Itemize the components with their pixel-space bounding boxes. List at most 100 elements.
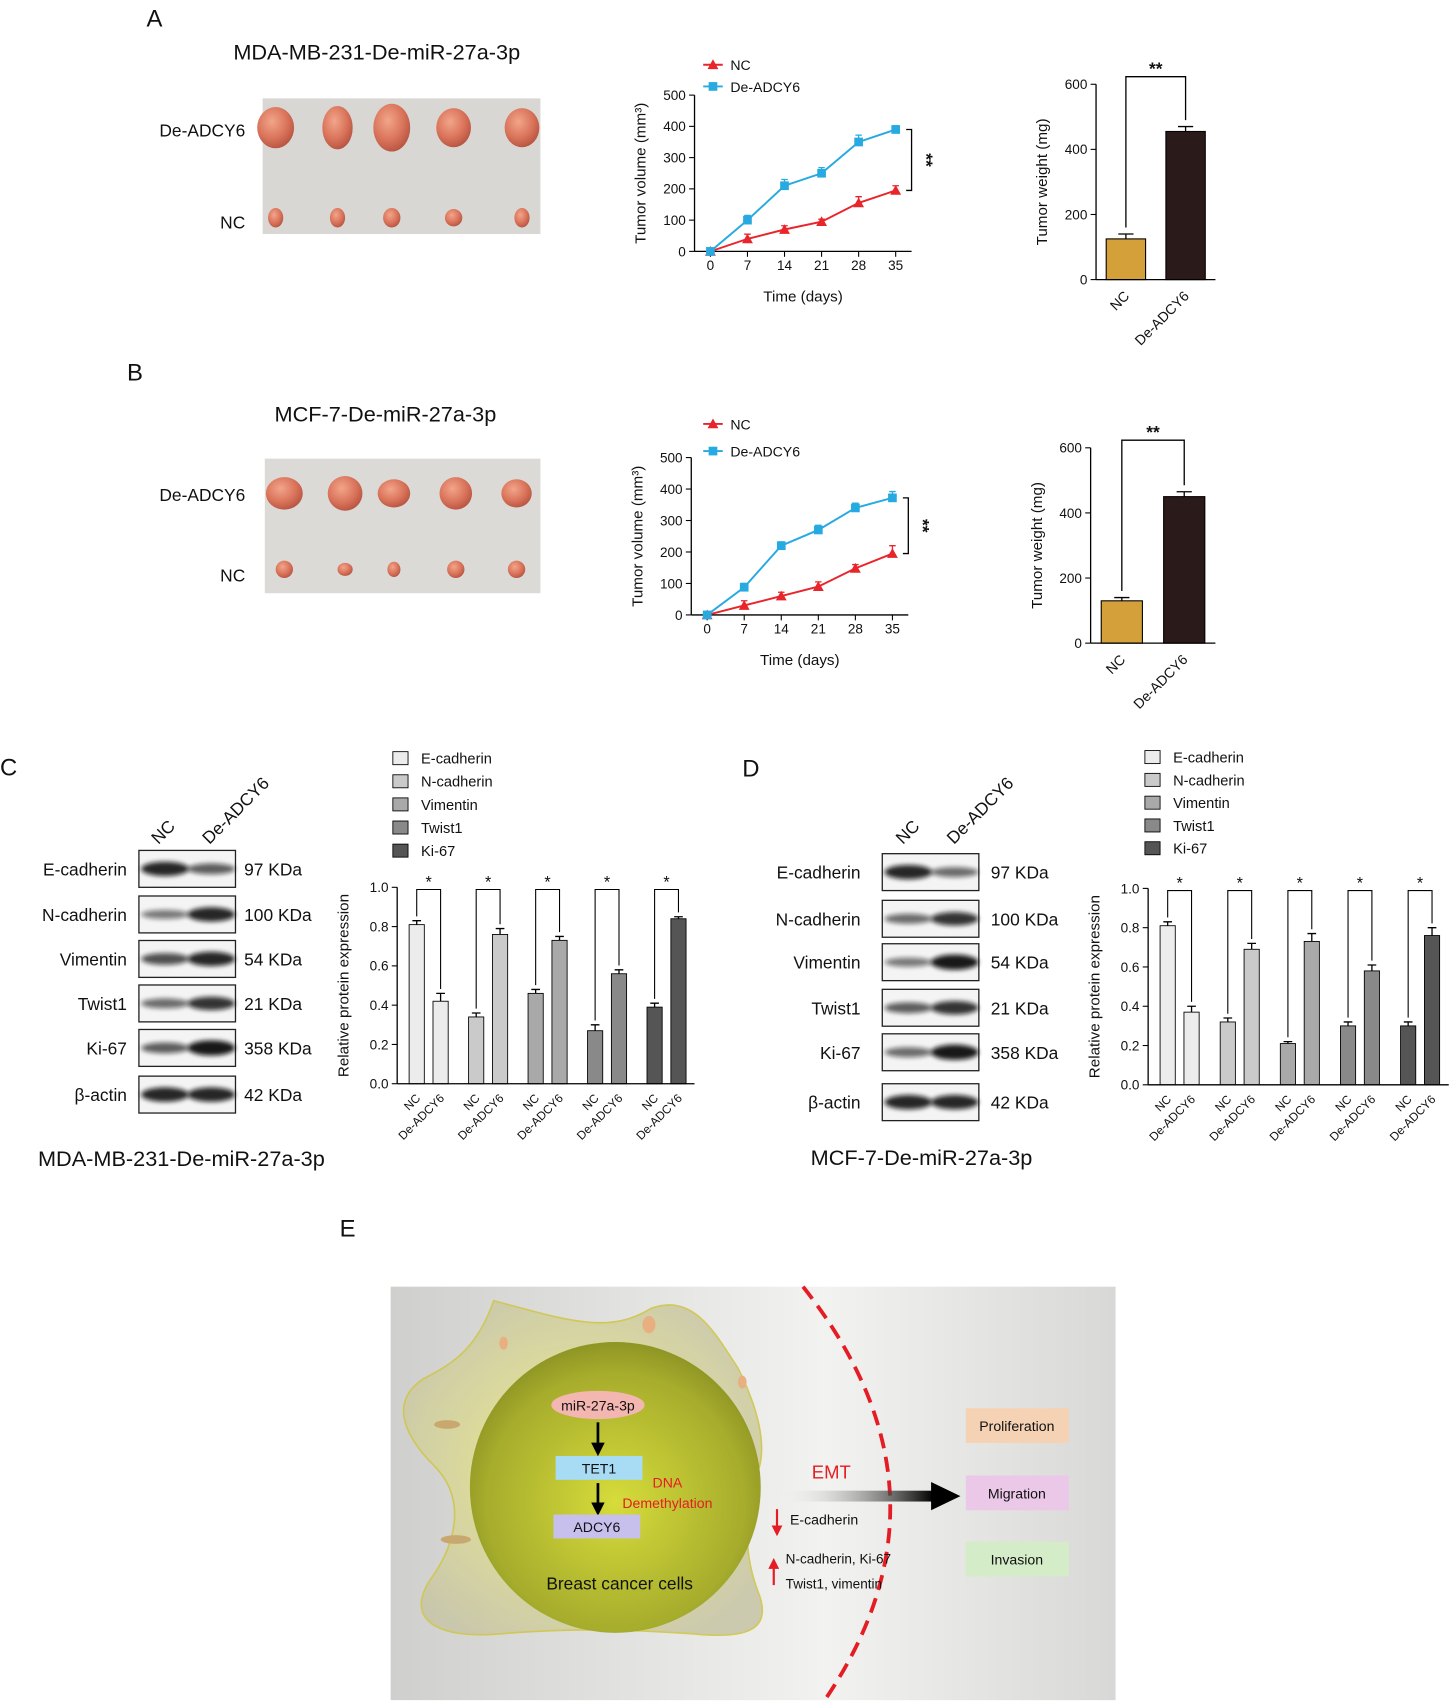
- bar: [551, 939, 568, 1085]
- tumor: [337, 562, 353, 576]
- line: [710, 189, 897, 253]
- tumor: [439, 477, 473, 510]
- outcome-box: [965, 1475, 1069, 1511]
- protein-label: N-cadherin: [42, 905, 127, 925]
- error-bar: [1427, 927, 1437, 936]
- blot-caption: MCF-7-De-miR-27a-3p: [811, 1145, 1033, 1170]
- legend-label: Twist1: [1173, 819, 1215, 835]
- legend-label: Twist1: [421, 821, 463, 837]
- significance-label: *: [663, 873, 670, 891]
- line: [706, 496, 893, 616]
- y-tick-label: 100: [663, 213, 686, 228]
- legend-label: De-ADCY6: [730, 443, 800, 459]
- tumor: [268, 207, 284, 228]
- x-tick-label: 7: [740, 621, 748, 636]
- significance-label: **: [1149, 58, 1163, 78]
- node-label: TET1: [582, 1460, 617, 1476]
- organelle: [440, 1535, 471, 1544]
- significance-bracket: [1167, 890, 1193, 1002]
- blot-band: [187, 996, 236, 1011]
- x-tick-label: De-ADCY6: [1146, 1092, 1198, 1144]
- blot-band: [884, 913, 933, 924]
- western-blot: E-cadherin 97 KDa N-cadherin 100 KDa Vimenti…: [42, 773, 312, 1114]
- y-tick-label: 0.2: [370, 1037, 389, 1052]
- legend-label: Ki-67: [1173, 842, 1207, 858]
- outcome-label: Migration: [988, 1485, 1046, 1501]
- significance-bracket: [906, 128, 913, 192]
- bar: [1424, 935, 1441, 1086]
- marker: [707, 418, 719, 429]
- x-tick-label: De-ADCY6: [1131, 288, 1192, 349]
- row-label: NC: [220, 213, 245, 233]
- legend-swatch: [1144, 841, 1161, 856]
- y-tick-label: 0.4: [370, 998, 389, 1013]
- marker: [780, 181, 789, 191]
- y-axis-label: Relative protein expression: [1086, 895, 1103, 1078]
- y-tick-label: 0.8: [1121, 921, 1140, 936]
- tumor: [387, 561, 401, 577]
- significance-bracket: [1121, 439, 1185, 592]
- panel-label: B: [127, 360, 143, 387]
- error-bar: [650, 1002, 659, 1008]
- x-tick-label: De-ADCY6: [1267, 1092, 1319, 1144]
- protein-label: N-cadherin: [776, 909, 861, 929]
- marker: [849, 562, 861, 573]
- x-tick-label: De-ADCY6: [514, 1091, 566, 1143]
- protein-label: Ki-67: [86, 1038, 127, 1058]
- tumor: [377, 479, 411, 508]
- y-axis-label: Tumor volume (mm³): [633, 103, 650, 244]
- line: [709, 128, 897, 253]
- size-label: 97 KDa: [244, 859, 302, 879]
- protein-label: E-cadherin: [777, 863, 861, 883]
- y-tick-label: 0.2: [1121, 1038, 1140, 1053]
- y-tick-label: 300: [663, 151, 686, 166]
- marker: [708, 446, 718, 456]
- tumor: [507, 560, 526, 579]
- bar: [408, 924, 425, 1085]
- significance-label: *: [1237, 874, 1244, 892]
- tumor: [504, 108, 540, 148]
- blot-band: [930, 1044, 979, 1060]
- blot-band: [930, 1001, 979, 1015]
- error-bar: [495, 927, 505, 935]
- x-tick-label: De-ADCY6: [1207, 1092, 1259, 1144]
- line: [706, 552, 893, 616]
- panel-label: D: [742, 756, 759, 783]
- tumor: [447, 560, 465, 579]
- y-tick-label: 200: [663, 182, 686, 197]
- bar: [587, 1030, 604, 1085]
- bar: [1183, 1011, 1200, 1086]
- x-tick-label: De-ADCY6: [395, 1091, 447, 1143]
- marker: [817, 168, 826, 178]
- blot-band: [930, 867, 979, 878]
- error-bar: [1343, 1021, 1353, 1026]
- tumor-photo: [264, 458, 541, 594]
- arrow: [775, 1490, 934, 1502]
- legend-swatch: [1144, 795, 1161, 810]
- x-tick-label: 35: [888, 258, 903, 273]
- outcome-label: Proliferation: [979, 1418, 1054, 1434]
- legend-swatch: [392, 843, 409, 858]
- size-label: 21 KDa: [244, 994, 302, 1014]
- legend-swatch: [392, 820, 409, 835]
- y-tick-label: 1.0: [370, 880, 389, 895]
- error-bar: [471, 1012, 481, 1017]
- marker: [854, 137, 863, 147]
- protein-label: β-actin: [75, 1085, 127, 1105]
- y-tick-label: 100: [660, 576, 683, 591]
- marker: [812, 581, 824, 591]
- x-axis-label: Time (days): [760, 652, 840, 669]
- blot-band: [884, 1002, 933, 1014]
- significance-bracket: [654, 888, 680, 999]
- y-tick-label: 400: [660, 482, 683, 497]
- legend-swatch: [1144, 772, 1161, 787]
- blot-band: [884, 864, 933, 880]
- node: [551, 1390, 645, 1420]
- error-bar: [1247, 942, 1257, 950]
- significance-label: *: [1417, 874, 1424, 892]
- tumor: [327, 476, 363, 511]
- change-label: E-cadherin: [790, 1511, 858, 1527]
- y-axis-label: Relative protein expression: [335, 894, 352, 1077]
- y-tick-label: 0.0: [370, 1077, 389, 1092]
- bar: [1279, 1043, 1296, 1086]
